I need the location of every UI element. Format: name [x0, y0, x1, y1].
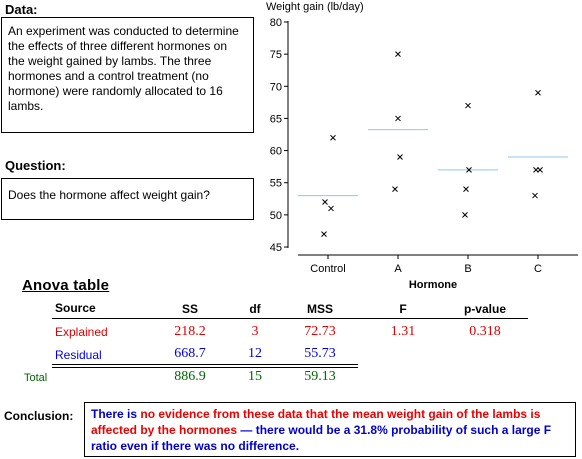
anova-header-divider — [52, 318, 528, 319]
anova-explained-df: 3 — [251, 324, 259, 339]
weight-gain-scatter-chart: Weight gain (lb/day) 45 50 55 60 65 70 75 80 Cont… — [266, 1, 578, 291]
y-tick-label: 75 — [270, 49, 282, 61]
x-tick-label: C — [534, 263, 542, 275]
anova-header-source: Source — [55, 301, 96, 315]
y-tick-label: 80 — [270, 17, 282, 29]
anova-residual-mss: 55.73 — [304, 346, 336, 361]
anova-total-df: 15 — [248, 369, 262, 384]
question-text: Does the hormone affect weight gain? — [8, 188, 210, 202]
anova-total-ss: 886.9 — [174, 369, 206, 384]
anova-explained-source: Explained — [55, 325, 108, 339]
data-point-marker — [392, 186, 398, 192]
x-tick-label: B — [464, 263, 471, 275]
question-heading: Question: — [5, 158, 66, 173]
x-tick-label: Control — [310, 263, 345, 275]
y-tick-label: 50 — [270, 210, 282, 222]
anova-explained-f: 1.31 — [390, 324, 416, 339]
anova-header-pvalue: p-value — [463, 302, 506, 316]
anova-residual-ss: 668.7 — [174, 346, 206, 361]
x-tick-label: A — [394, 263, 402, 275]
data-point-marker — [466, 167, 472, 173]
conclusion-box: There is no evidence from these data tha… — [84, 402, 576, 457]
anova-explained-mss: 72.73 — [304, 324, 336, 339]
y-tick-label: 70 — [270, 81, 282, 93]
anova-explained-pvalue: 0.318 — [469, 324, 501, 339]
y-axis-label: Weight gain (lb/day) — [266, 1, 364, 13]
conclusion-heading: Conclusion: — [4, 409, 74, 423]
data-description-text: An experiment was conducted to determine… — [8, 24, 239, 113]
y-tick-label: 60 — [270, 146, 282, 158]
data-point-marker — [330, 134, 336, 141]
anova-header-df: df — [249, 302, 261, 316]
data-point-marker — [395, 51, 401, 57]
conclusion-text-end: — there would be a 31.8% probability of … — [91, 423, 552, 453]
question-box: Does the hormone affect weight gain? — [1, 178, 254, 220]
conclusion-text-start: There is — [91, 407, 141, 421]
data-point-marker — [321, 231, 327, 237]
anova-residual-source: Residual — [55, 348, 102, 362]
data-point-marker — [463, 186, 469, 192]
data-description-box: An experiment was conducted to determine… — [1, 17, 254, 133]
anova-header-ss: SS — [181, 302, 198, 316]
y-tick-label: 45 — [270, 242, 282, 254]
anova-title: Anova table — [22, 277, 110, 294]
y-tick-label: 65 — [270, 113, 282, 125]
anova-explained-ss: 218.2 — [174, 324, 206, 339]
data-point-marker — [395, 115, 401, 122]
data-point-marker — [535, 89, 541, 96]
anova-total-mss: 59.13 — [304, 369, 336, 384]
data-point-marker — [397, 154, 403, 160]
data-point-marker — [465, 102, 471, 109]
data-heading: Data: — [5, 2, 38, 17]
anova-total-divider-bottom — [52, 367, 358, 368]
data-point-marker — [322, 199, 328, 205]
x-axis-label: Hormone — [409, 279, 457, 291]
data-point-marker — [328, 205, 334, 212]
anova-total-divider-top — [52, 364, 358, 365]
anova-header-f: F — [399, 302, 407, 316]
anova-residual-df: 12 — [248, 346, 262, 361]
data-point-marker — [537, 167, 543, 173]
anova-header-mss: MSS — [306, 302, 333, 316]
conclusion-text-highlight: no evidence from these data that the mea… — [91, 407, 541, 437]
anova-total-source: Total — [24, 372, 48, 384]
data-point-marker — [462, 212, 468, 218]
y-tick-label: 55 — [270, 178, 282, 190]
data-point-marker — [532, 192, 538, 199]
